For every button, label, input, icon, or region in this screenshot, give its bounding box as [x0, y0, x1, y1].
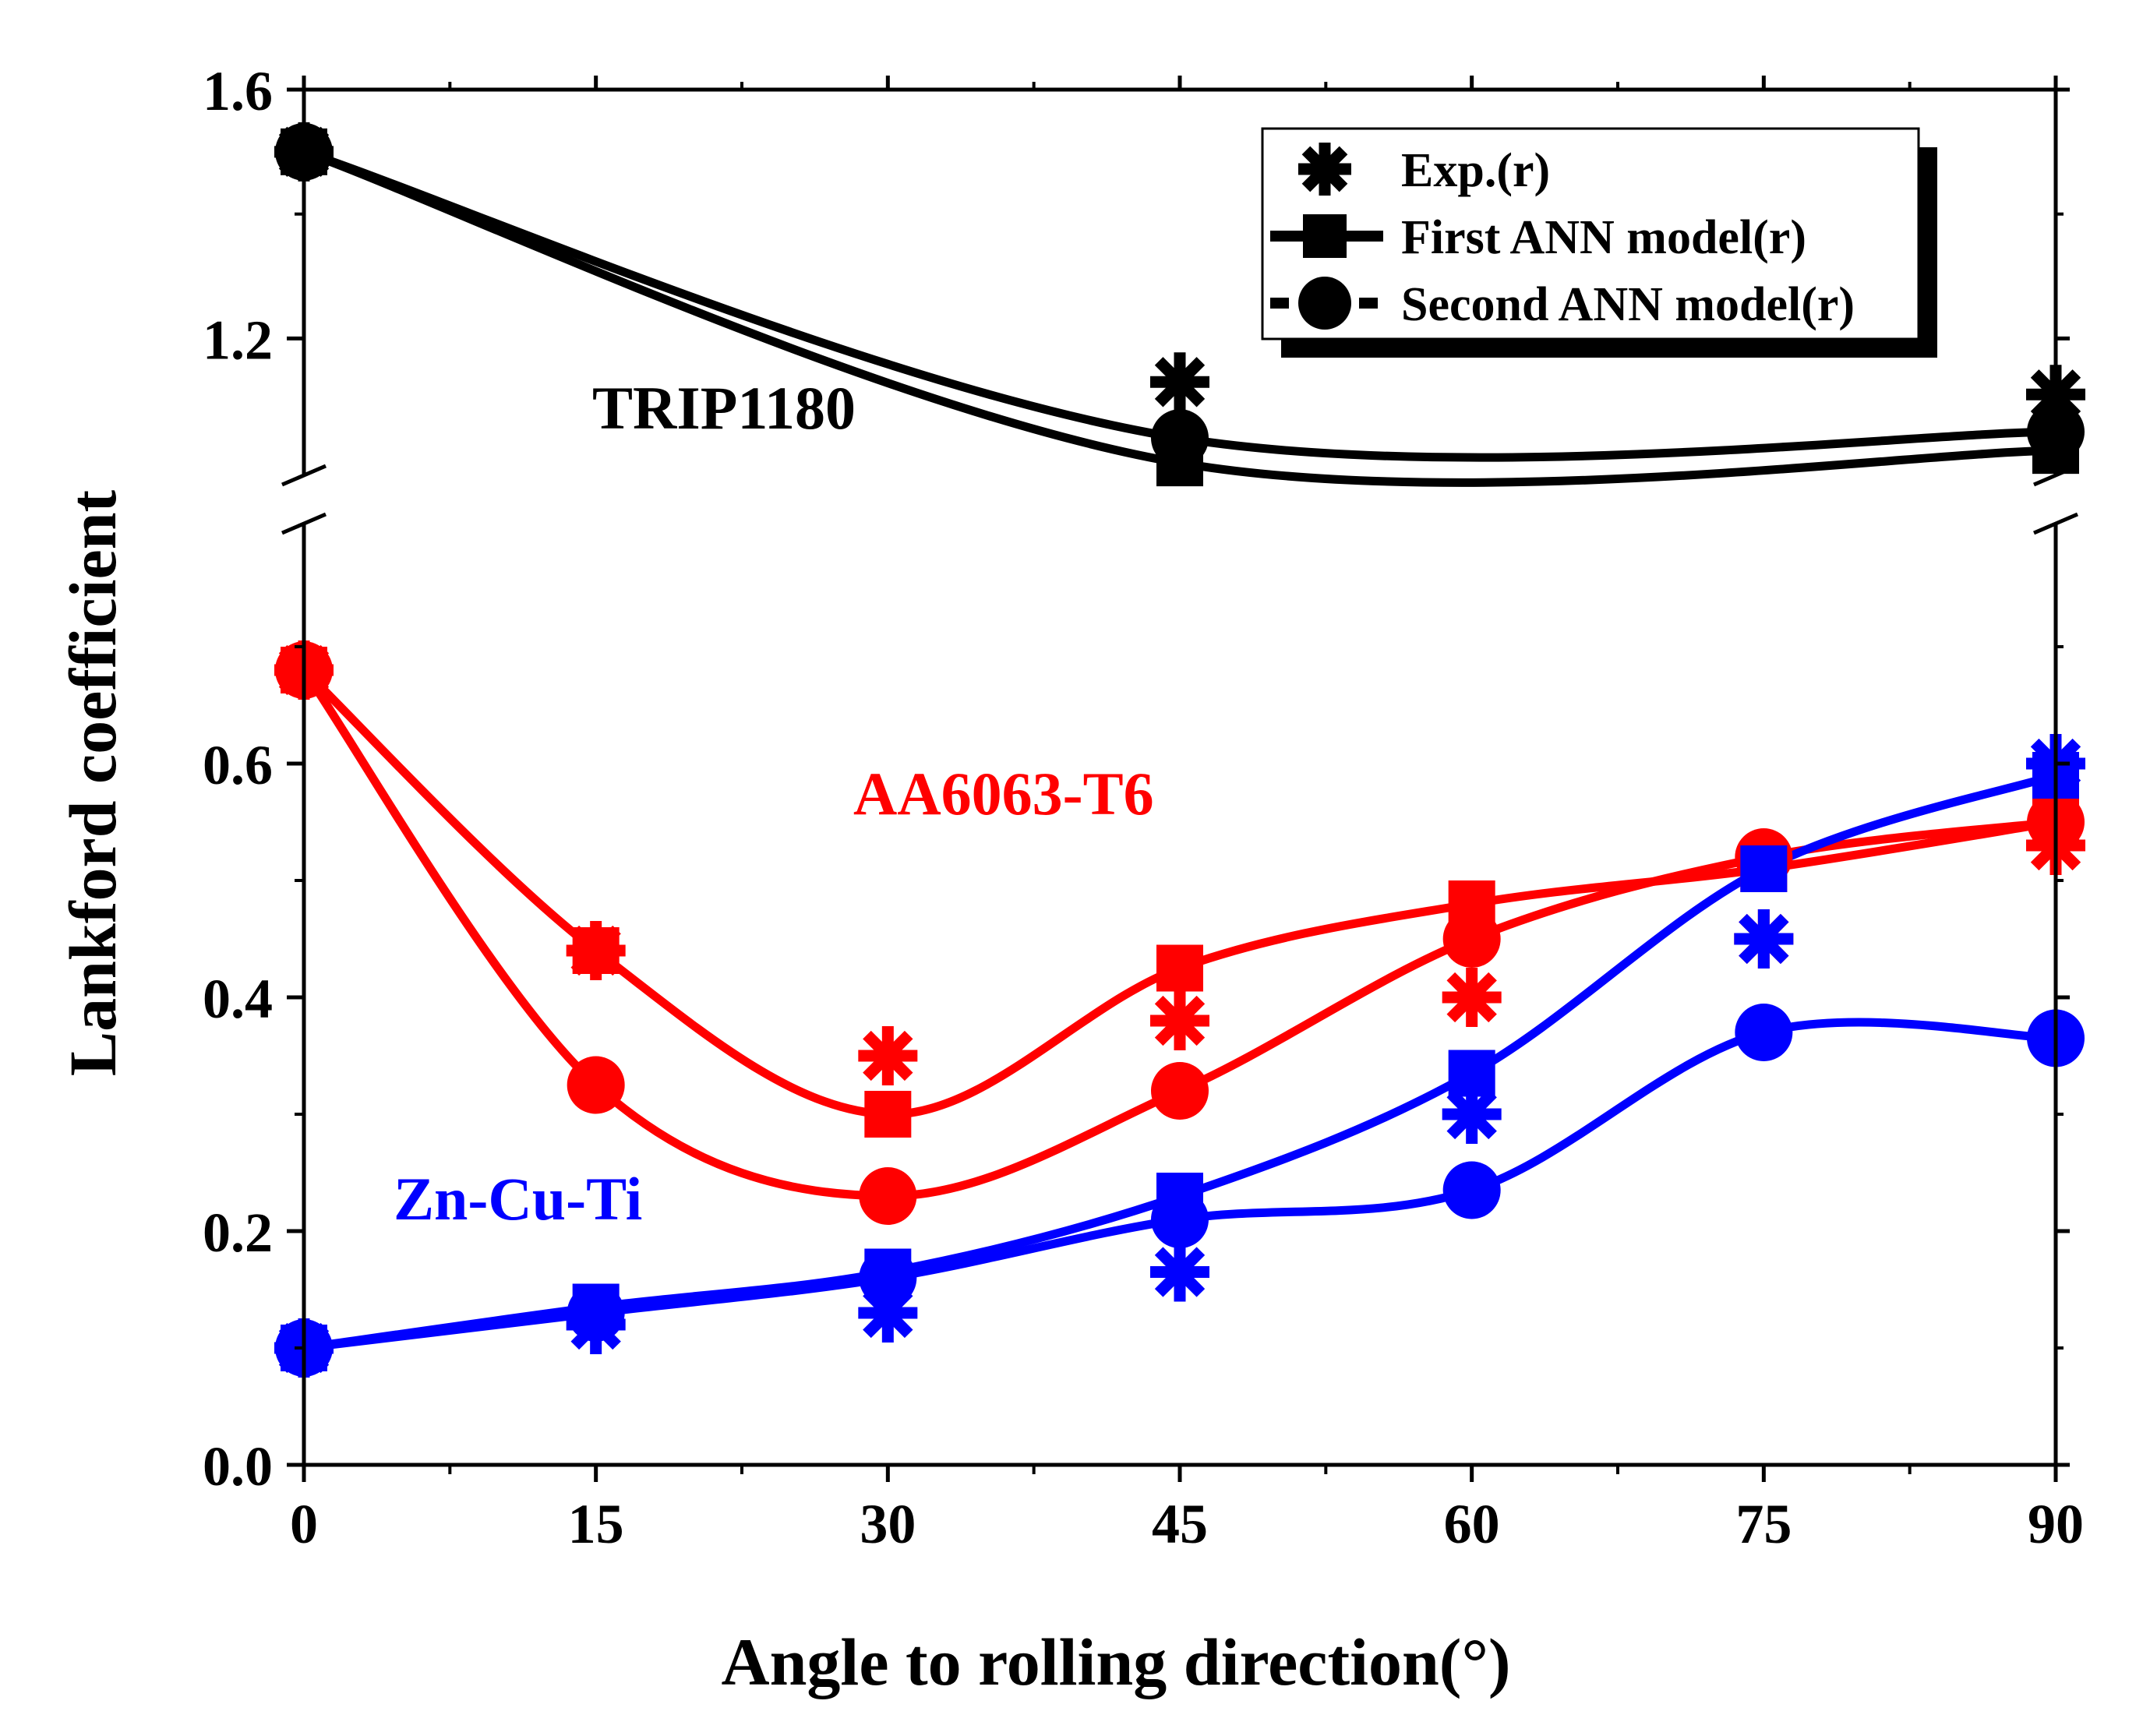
trip1180-second-ann-marker	[1151, 409, 1209, 468]
x-tick-label: 0	[290, 1493, 318, 1555]
aa6063-t6-second-ann-marker	[1442, 910, 1501, 968]
legend-second-ann-marker	[1298, 277, 1351, 330]
legend: Exp.(r) First ANN model(r) Second ANN mode…	[1261, 127, 1937, 358]
y-tick-label: 0.6	[203, 734, 273, 796]
x-tick-label: 60	[1444, 1493, 1500, 1555]
aa6063-t6-exp-marker	[858, 1026, 918, 1085]
aa6063-t6-first-ann-marker	[572, 927, 620, 974]
legend-entry-label: Exp.(r)	[1401, 144, 1550, 197]
aa6063-t6-second-ann-marker	[567, 1056, 625, 1114]
y-tick-label: 1.2	[203, 309, 273, 371]
x-tick-label: 30	[860, 1493, 916, 1555]
star-stroke	[863, 1030, 913, 1081]
legend-entry-label: First ANN model(r)	[1401, 211, 1806, 264]
zn-cu-ti-label: Zn-Cu-Ti	[394, 1165, 642, 1233]
trip1180-label: TRIP1180	[592, 374, 856, 442]
star-stroke	[1154, 357, 1206, 408]
aa6063-t6-first-ann-marker	[864, 1091, 912, 1138]
axis-break-mark	[281, 464, 327, 487]
star-stroke	[1154, 995, 1206, 1046]
aa6063-t6-exp-marker	[1442, 968, 1502, 1027]
y-axis-title: Lankford coefficient	[55, 489, 130, 1076]
aa6063-t6-exp-marker	[1150, 991, 1209, 1050]
zn-cu-ti-second-ann-marker	[1442, 1161, 1501, 1219]
x-tick-label: 75	[1735, 1493, 1792, 1555]
zn-cu-ti-exp-marker	[1150, 1242, 1209, 1302]
y-tick-label: 0.2	[203, 1201, 273, 1264]
zn-cu-ti-second-ann-marker	[859, 1249, 917, 1307]
axis-break-mark	[2033, 464, 2078, 487]
zn-cu-ti-first-ann-marker	[1448, 1050, 1495, 1097]
x-tick-label: 45	[1152, 1493, 1208, 1555]
y-tick-label: 0.4	[203, 968, 273, 1030]
zn-cu-ti-second-ann-marker	[567, 1284, 625, 1342]
y-tick-label: 0.0	[203, 1435, 273, 1498]
zn-cu-ti-second-ann-marker	[1151, 1191, 1209, 1248]
y-tick-label: 1.6	[203, 60, 273, 122]
star-stroke	[1154, 1247, 1206, 1297]
star-stroke	[1301, 146, 1348, 192]
material-labels: TRIP1180 AA6063-T6 Zn-Cu-Ti	[394, 374, 1154, 1233]
x-tick-label: 90	[2028, 1493, 2084, 1555]
aa6063-t6-second-ann-marker	[1151, 1062, 1209, 1120]
x-axis-title: Angle to rolling direction(°)	[722, 1625, 1511, 1699]
legend-first-ann-marker	[1303, 214, 1347, 258]
star-stroke	[1446, 1089, 1497, 1140]
tick-labels: 0 15 30 45 60 75 90 0.0 0.2 0.4 0.6 1.2 1.6	[203, 60, 2084, 1555]
aa6063-t6-first-ann-marker	[1156, 944, 1203, 992]
zn-cu-ti-exp-marker	[1734, 909, 1794, 969]
aa6063-t6-second-ann-marker	[859, 1167, 917, 1225]
star-stroke	[1739, 913, 1789, 965]
zn-cu-ti-first-ann-marker	[1740, 845, 1788, 892]
zn-cu-ti-second-ann-marker	[1735, 1004, 1793, 1061]
axis-break-mark	[2033, 512, 2078, 535]
trip1180-exp-marker	[1150, 352, 1209, 412]
legend-exp-marker	[1298, 143, 1351, 196]
axes	[281, 76, 2078, 1482]
x-tick-label: 15	[568, 1493, 624, 1555]
axis-break-mark	[281, 512, 327, 535]
star-stroke	[1446, 972, 1497, 1023]
aa6063-t6-label: AA6063-T6	[853, 760, 1154, 827]
legend-entry-label: Second ANN model(r)	[1401, 278, 1855, 331]
